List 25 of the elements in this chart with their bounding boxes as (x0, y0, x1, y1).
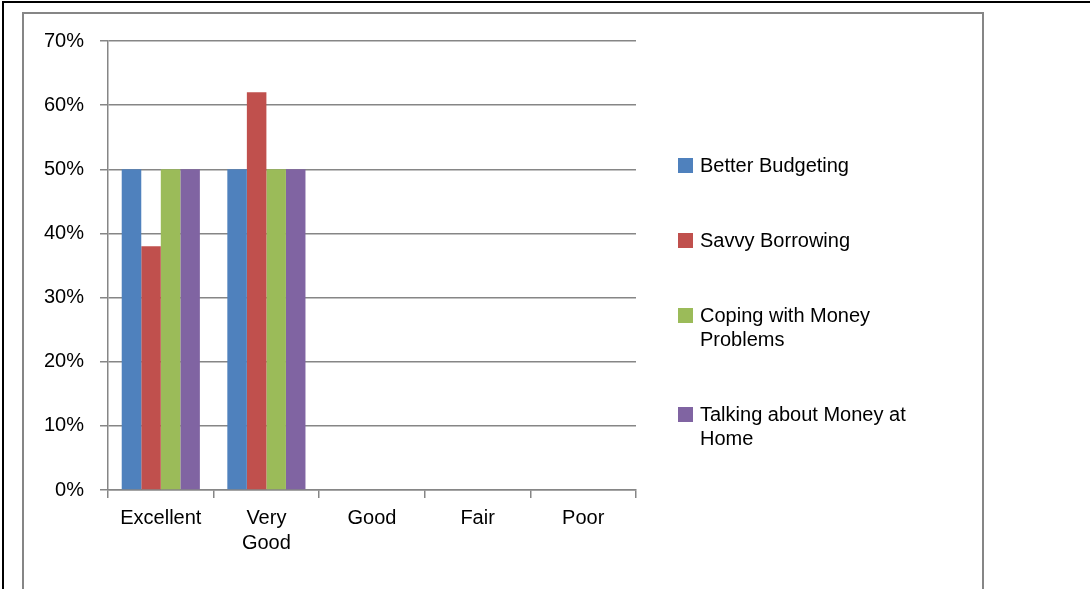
legend-label: Savvy Borrowing (700, 228, 852, 252)
x-tick-label: Very Good (241, 506, 291, 554)
legend-label: Talking about Money at Home (700, 402, 907, 450)
x-tick-label: Good (347, 506, 397, 529)
y-tick-label: 50% (43, 156, 85, 179)
y-tick-label: 30% (43, 285, 85, 308)
x-tick-label: Excellent (120, 506, 202, 529)
y-tick-label: 40% (43, 220, 85, 243)
bar (227, 169, 247, 490)
bar (266, 169, 286, 490)
y-tick-label: 70% (43, 28, 85, 51)
bar (246, 92, 267, 490)
y-tick-label: 60% (43, 92, 85, 115)
bar (160, 169, 181, 490)
x-tick-label: Poor (562, 506, 605, 529)
legend-label: Coping with Money Problems (700, 303, 872, 351)
y-tick-label: 20% (43, 349, 85, 372)
legend-label: Better Budgeting (700, 153, 850, 177)
bar (285, 169, 306, 490)
bar (180, 169, 200, 490)
y-tick-label: 0% (55, 477, 85, 500)
bar (141, 246, 161, 490)
y-tick-label: 10% (43, 413, 85, 436)
x-tick-label: Fair (460, 506, 496, 529)
bar (121, 169, 142, 490)
